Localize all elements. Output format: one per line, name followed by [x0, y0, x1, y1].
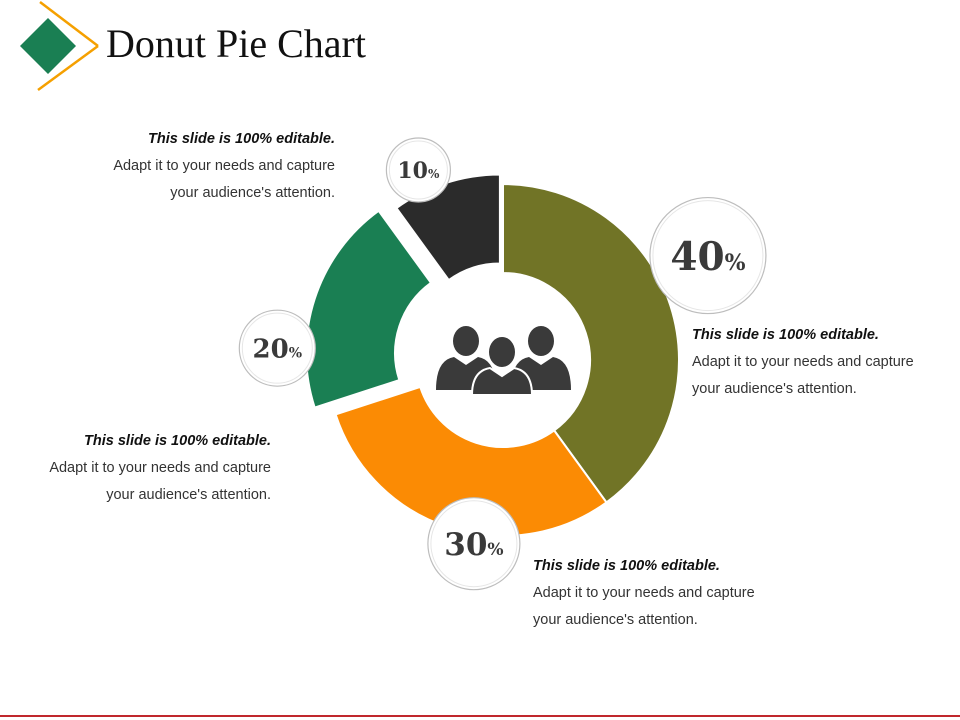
donut-slice-40	[502, 182, 680, 504]
page-title: Donut Pie Chart	[106, 21, 366, 66]
donut-slice-20	[305, 209, 433, 409]
slice-label-20: 20%	[253, 335, 303, 365]
slice-badge-30: 30%	[427, 497, 521, 591]
callout-left: This slide is 100% editable. Adapt it to…	[49, 433, 271, 503]
bottom-rule	[0, 715, 960, 717]
slice-label-40: 40%	[670, 234, 745, 280]
callout-bottom: This slide is 100% editable. Adapt it to…	[533, 558, 755, 628]
slice-badge-40: 40%	[649, 196, 767, 315]
people-group-icon	[436, 326, 571, 396]
callout-right: This slide is 100% editable. Adapt it to…	[692, 327, 914, 397]
logo-diamond-icon	[20, 1, 99, 92]
slice-badge-10: 10%	[385, 137, 451, 203]
callout-top-left: This slide is 100% editable. Adapt it to…	[113, 131, 335, 201]
slice-label-30: 30%	[444, 527, 503, 563]
slice-badge-20: 20%	[238, 309, 316, 387]
slice-label-10: 10%	[397, 158, 440, 184]
